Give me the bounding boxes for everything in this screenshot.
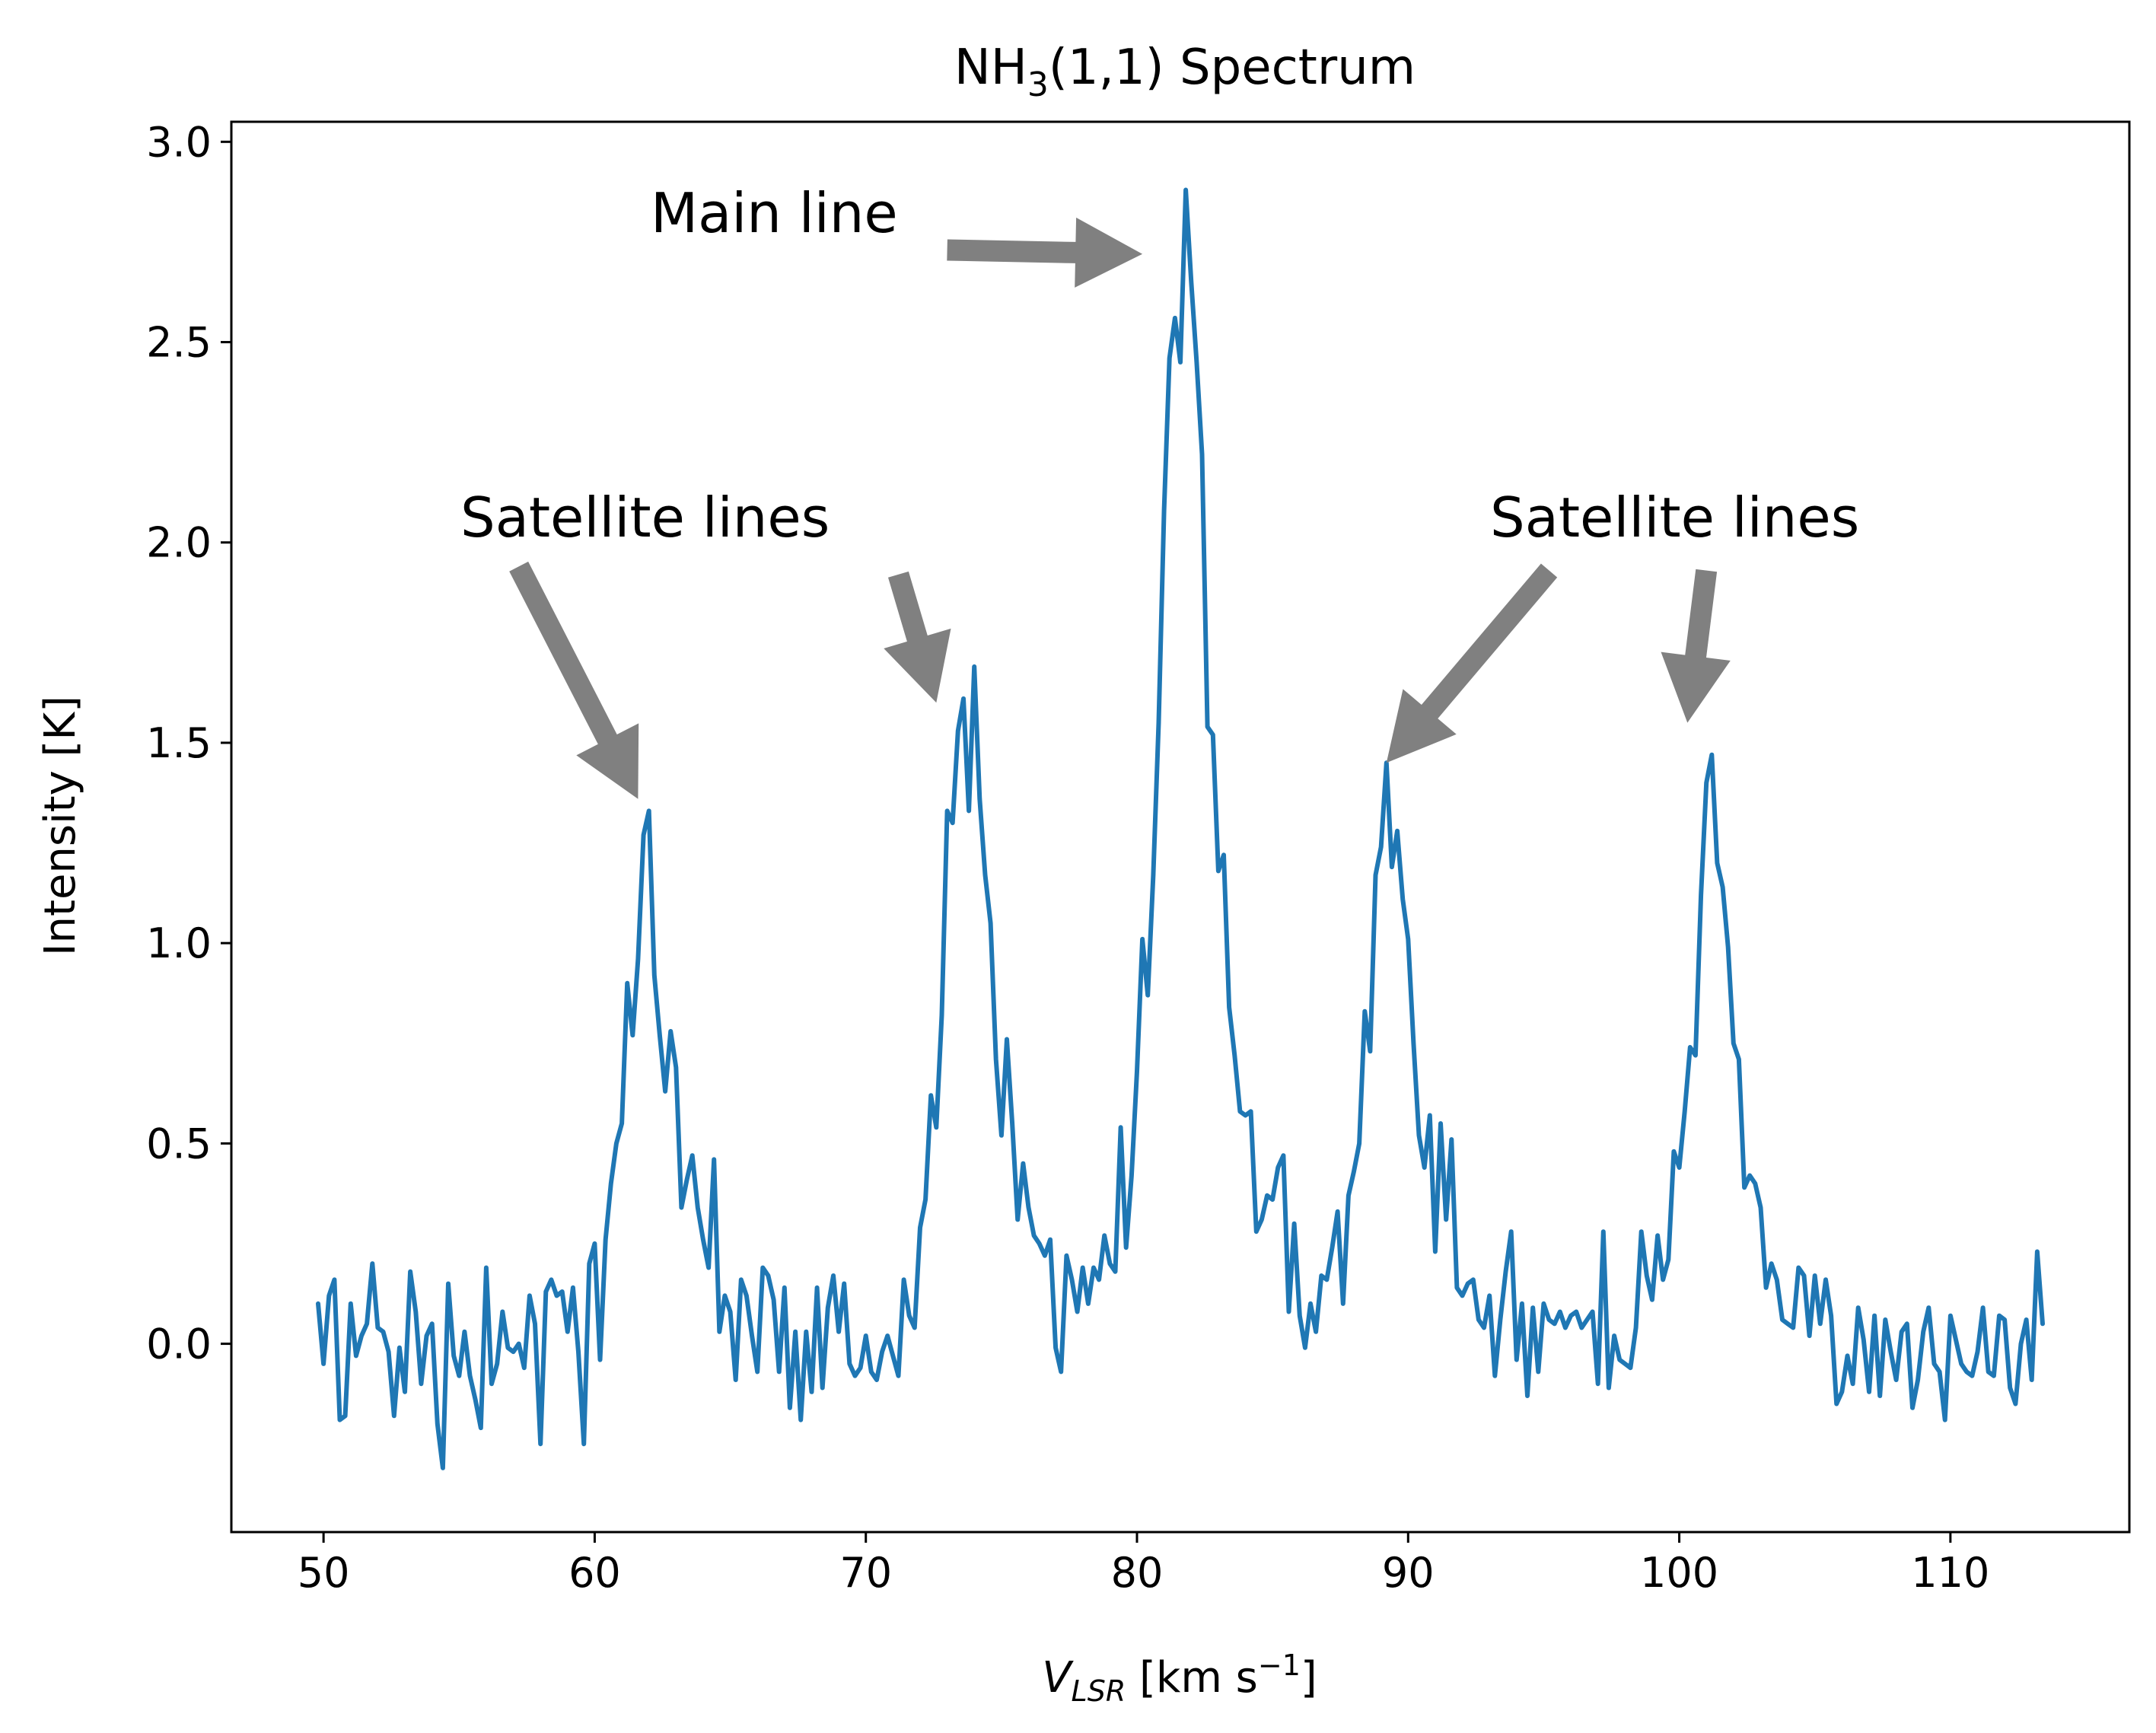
x-tick-label: 90 <box>1382 1549 1435 1597</box>
y-tick-label: 2.0 <box>146 519 212 567</box>
spectrum-line <box>316 187 2045 1470</box>
y-tick-label: 2.5 <box>146 319 212 367</box>
x-tick-label: 70 <box>839 1549 892 1597</box>
y-tick-label: 0.0 <box>146 1320 212 1368</box>
y-tick-label: 3.0 <box>146 118 212 166</box>
arrow-satellite-4 <box>1661 569 1731 723</box>
arrow-satellite-1 <box>509 561 639 799</box>
y-tick-label: 1.5 <box>146 719 212 767</box>
y-axis-ticks: 0.0 0.5 1.0 1.5 2.0 2.5 3.0 <box>146 118 231 1368</box>
line-layer <box>316 187 2045 1470</box>
chart-title: NH3(1,1) Spectrum <box>954 40 1416 104</box>
x-tick-label: 110 <box>1911 1549 1989 1597</box>
x-tick-label: 60 <box>568 1549 621 1597</box>
y-tick-label: 0.5 <box>146 1120 212 1168</box>
axes-frame <box>230 120 2131 1534</box>
y-tick-label: 1.0 <box>146 919 212 967</box>
x-tick-label: 50 <box>298 1549 350 1597</box>
plot-area: 50 60 70 80 90 100 110 0.0 0.5 1.0 1.5 2.0 2.5 3.0 <box>146 118 2131 1597</box>
annotation-arrows <box>509 217 1731 799</box>
x-axis-ticks: 50 60 70 80 90 100 110 <box>298 1532 1989 1597</box>
x-tick-label: 100 <box>1640 1549 1718 1597</box>
arrow-main-line <box>947 217 1143 288</box>
x-axis-label: VLSR [km s−1] <box>1042 1649 1317 1708</box>
annotation-satellite-right: Satellite lines <box>1490 486 1859 550</box>
y-axis-label: Intensity [K] <box>36 696 85 956</box>
arrow-satellite-2 <box>884 571 951 703</box>
x-tick-label: 80 <box>1111 1549 1164 1597</box>
annotation-main-line: Main line <box>651 181 898 245</box>
arrow-satellite-3 <box>1386 563 1558 763</box>
annotation-satellite-left: Satellite lines <box>460 486 830 550</box>
